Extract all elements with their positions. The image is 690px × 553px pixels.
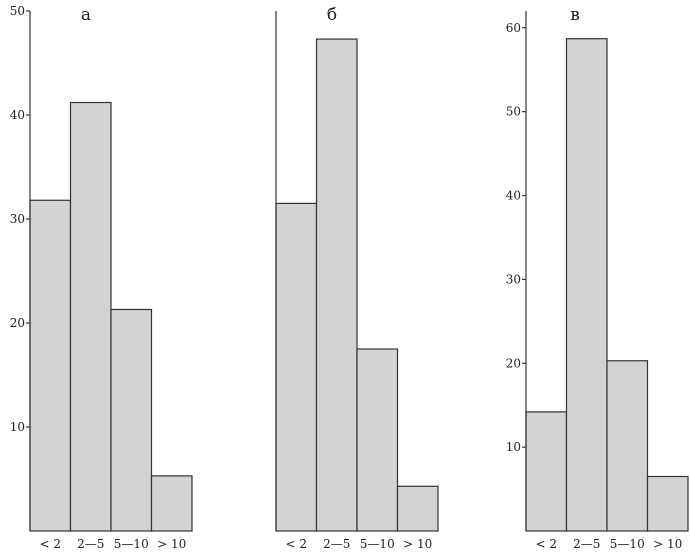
bar-v-2 [606,360,649,532]
panel-v: 10 20 30 40 50 60 < 2 2—5 5—10 > 10 в [506,5,689,551]
panel-label-v: в [570,5,580,25]
y-tick-label-v-3: 40 [506,189,521,203]
category-label-a-1: 2—5 [77,537,104,551]
panel-a: 10 20 30 40 50 < 2 2—5 5—10 > 10 а [10,4,193,551]
bar-a-2 [110,308,153,532]
bar-a-1 [69,101,112,532]
panel-label-b: б [327,5,337,25]
category-label-v-1: 2—5 [573,537,600,551]
y-tick-label-a-4: 50 [10,4,25,18]
y-tick-label-v-2: 30 [506,272,521,286]
bar-b-3 [396,485,439,532]
y-tick-label-v-5: 60 [506,21,521,35]
y-tick-label-v-4: 50 [506,105,521,119]
category-label-a-3: > 10 [157,537,186,551]
category-label-b-0: < 2 [285,537,307,551]
category-label-v-2: 5—10 [610,537,645,551]
category-label-v-0: < 2 [535,537,557,551]
y-tick-label-a-1: 20 [10,316,25,330]
category-label-b-3: > 10 [403,537,432,551]
y-tick-label-a-0: 10 [10,420,25,434]
category-label-a-2: 5—10 [114,537,149,551]
bar-b-1 [315,38,358,532]
category-label-b-2: 5—10 [360,537,395,551]
bar-b-0 [275,202,318,532]
y-tick-label-a-2: 30 [10,212,25,226]
y-tick-label-v-1: 20 [506,356,521,370]
bar-v-1 [565,38,608,532]
panel-b: < 2 2—5 5—10 > 10 б [275,5,439,551]
bar-a-3 [150,475,193,532]
bar-b-2 [356,348,399,532]
category-label-b-1: 2—5 [323,537,350,551]
category-label-a-0: < 2 [39,537,61,551]
y-tick-label-a-3: 40 [10,108,25,122]
bar-v-3 [646,475,689,532]
bar-a-0 [29,199,72,532]
y-tick-label-v-0: 10 [506,440,521,454]
category-label-v-3: > 10 [653,537,682,551]
bar-v-0 [525,411,568,532]
panel-label-a: а [81,5,91,25]
